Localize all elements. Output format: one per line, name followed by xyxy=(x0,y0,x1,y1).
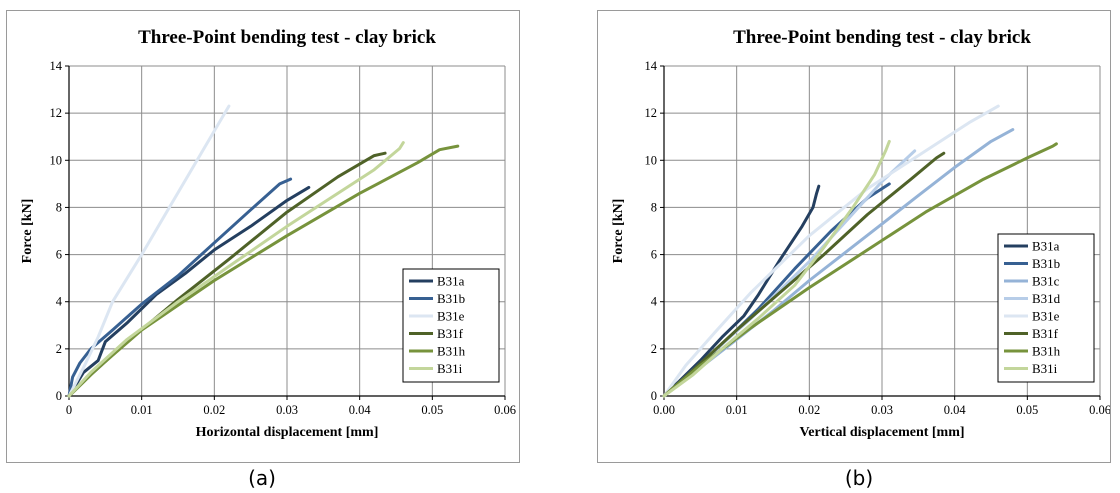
legend-entry: B31a xyxy=(1032,239,1060,254)
legend-entry: B31h xyxy=(1032,344,1061,359)
series-line-b31h xyxy=(67,144,460,398)
series-line-b31i xyxy=(67,141,405,398)
legend-entry: B31b xyxy=(1032,256,1060,271)
series-line-b31b xyxy=(67,177,293,398)
x-tick-label: 0.02 xyxy=(798,403,820,417)
chart-panel-a: Three-Point bending test - clay brick 0 2 4… xyxy=(6,10,520,463)
legend-entry: B31i xyxy=(437,361,463,376)
x-tick-label: 0.06 xyxy=(494,403,516,417)
x-tick-label: 0.04 xyxy=(944,403,967,417)
chart-title: Three-Point bending test - clay brick xyxy=(733,27,1031,48)
chart-b-svg: Three-Point bending test - clay brick 0 2 4… xyxy=(611,27,1110,440)
y-axis-label: Force [kN] xyxy=(611,199,626,264)
x-axis-label: Horizontal displacement [mm] xyxy=(196,425,379,440)
legend-box xyxy=(402,268,500,383)
x-tick-label: 0.03 xyxy=(871,403,893,417)
y-tick-label: 6 xyxy=(56,248,62,262)
y-tick-label: 0 xyxy=(56,389,62,403)
x-tick-label: 0.06 xyxy=(1089,403,1110,417)
x-tick-label: 0 xyxy=(66,403,72,417)
caption-a: (a) xyxy=(248,466,276,490)
y-tick-label: 4 xyxy=(651,295,658,309)
y-tick-label: 14 xyxy=(50,59,63,73)
series-line-b31a xyxy=(662,184,821,398)
x-tick-label: 0.04 xyxy=(349,403,372,417)
y-axis-label: Force [kN] xyxy=(20,199,35,264)
x-tick-label: 0.03 xyxy=(276,403,298,417)
y-tick-label: 12 xyxy=(645,106,658,120)
y-tick-label: 4 xyxy=(56,295,63,309)
y-tick-label: 0 xyxy=(651,389,657,403)
series-line-b31f xyxy=(67,151,387,398)
x-tick-label: 0.01 xyxy=(131,403,153,417)
y-tick-label: 14 xyxy=(645,59,658,73)
chart-panel-b: Three-Point bending test - clay brick 0 2 4… xyxy=(597,10,1111,463)
legend-box xyxy=(997,233,1095,383)
legend-entry: B31c xyxy=(1032,274,1060,289)
y-tick-label: 10 xyxy=(50,153,63,167)
y-tick-label: 12 xyxy=(50,106,63,120)
y-tick-label: 8 xyxy=(56,200,62,214)
series-line-b31f xyxy=(662,151,946,398)
legend-entry: B31a xyxy=(437,274,465,289)
series-line-b31e xyxy=(662,104,1000,398)
x-tick-label: 0.00 xyxy=(653,403,675,417)
y-tick-label: 6 xyxy=(651,248,657,262)
chart-a-svg: Three-Point bending test - clay brick 0 2 4… xyxy=(20,27,516,440)
legend-entry: B31b xyxy=(437,291,465,306)
legend-entry: B31f xyxy=(437,326,464,341)
x-axis-label: Vertical displacement [mm] xyxy=(799,425,964,440)
x-tick-label: 0.05 xyxy=(421,403,443,417)
legend-entry: B31f xyxy=(1032,326,1059,341)
legend-entry: B31i xyxy=(1032,361,1058,376)
legend-entry: B31e xyxy=(437,309,465,324)
series-line-b31e xyxy=(67,104,231,398)
legend-entry: B31e xyxy=(1032,309,1060,324)
series-line-b31i xyxy=(662,139,891,398)
legend-entry: B31d xyxy=(1032,291,1061,306)
x-tick-label: 0.01 xyxy=(726,403,748,417)
y-tick-label: 2 xyxy=(651,342,657,356)
chart-title: Three-Point bending test - clay brick xyxy=(138,27,436,48)
x-tick-label: 0.05 xyxy=(1016,403,1038,417)
legend-entry: B31h xyxy=(437,344,466,359)
y-tick-label: 10 xyxy=(645,153,658,167)
y-tick-label: 2 xyxy=(56,342,62,356)
caption-b: (b) xyxy=(844,466,874,490)
x-tick-label: 0.02 xyxy=(203,403,225,417)
y-tick-label: 8 xyxy=(651,200,657,214)
